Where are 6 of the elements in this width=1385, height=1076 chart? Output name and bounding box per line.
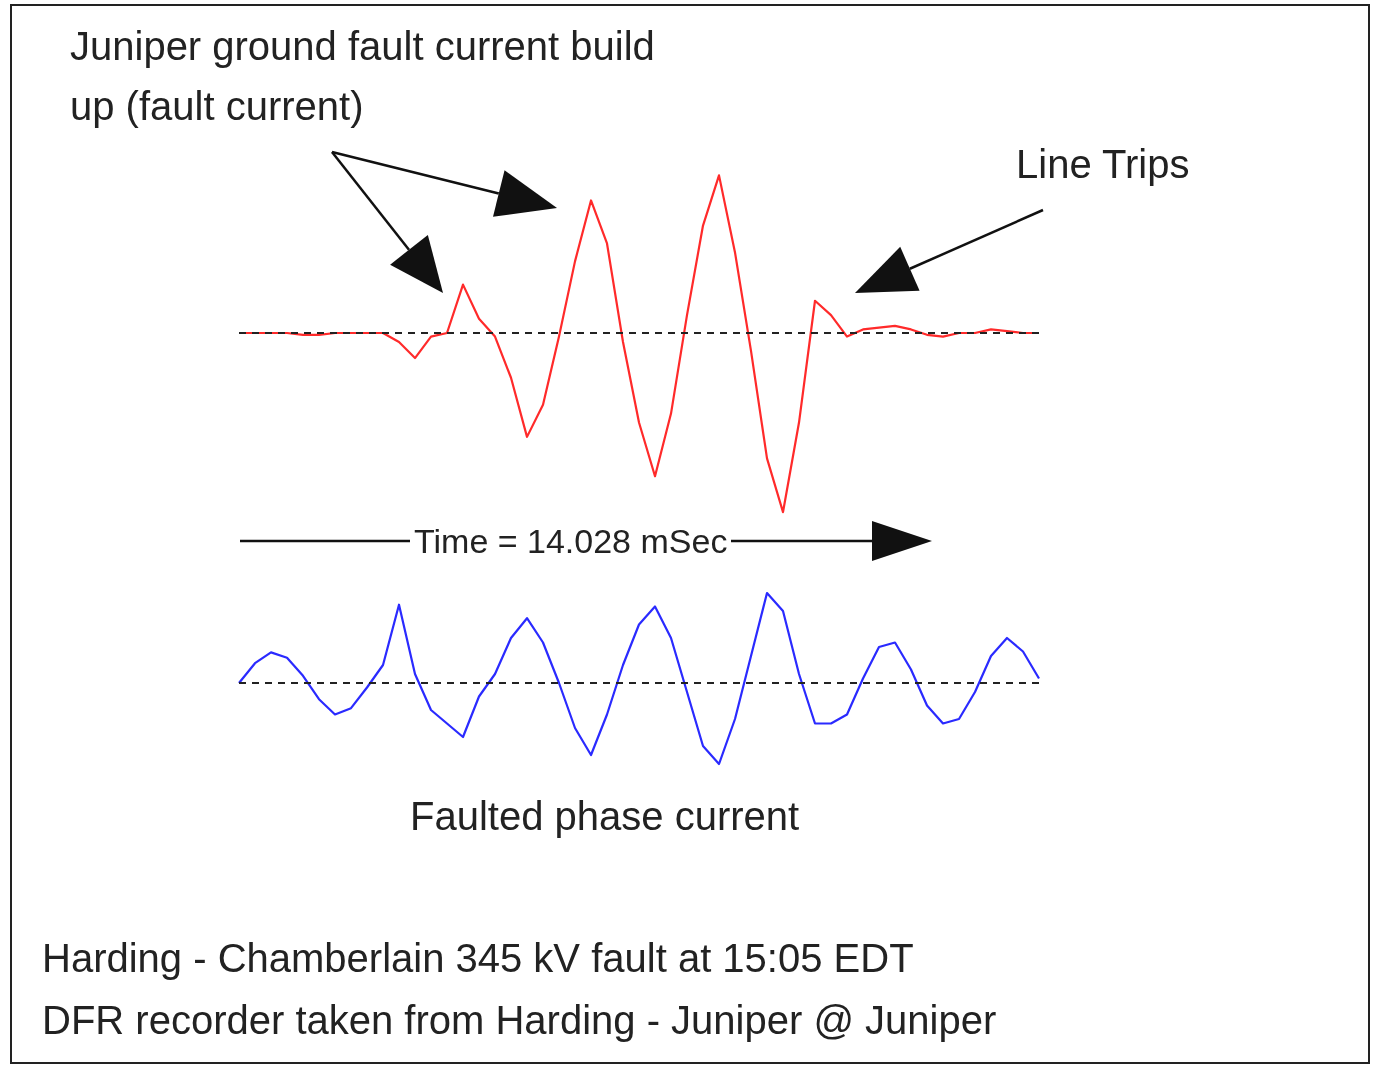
text: Time = 14.028 mSec xyxy=(410,514,732,568)
text: DFR recorder taken from Harding - Juniper @ Juniper xyxy=(42,997,997,1044)
text: Harding - Chamberlain 345 kV fault at 15:05 EDT xyxy=(42,935,914,982)
annotation: Line Trips xyxy=(1016,141,1190,188)
text: Faulted phase current xyxy=(410,793,800,840)
text: Juniper ground fault current build up (fault current) xyxy=(70,23,656,130)
